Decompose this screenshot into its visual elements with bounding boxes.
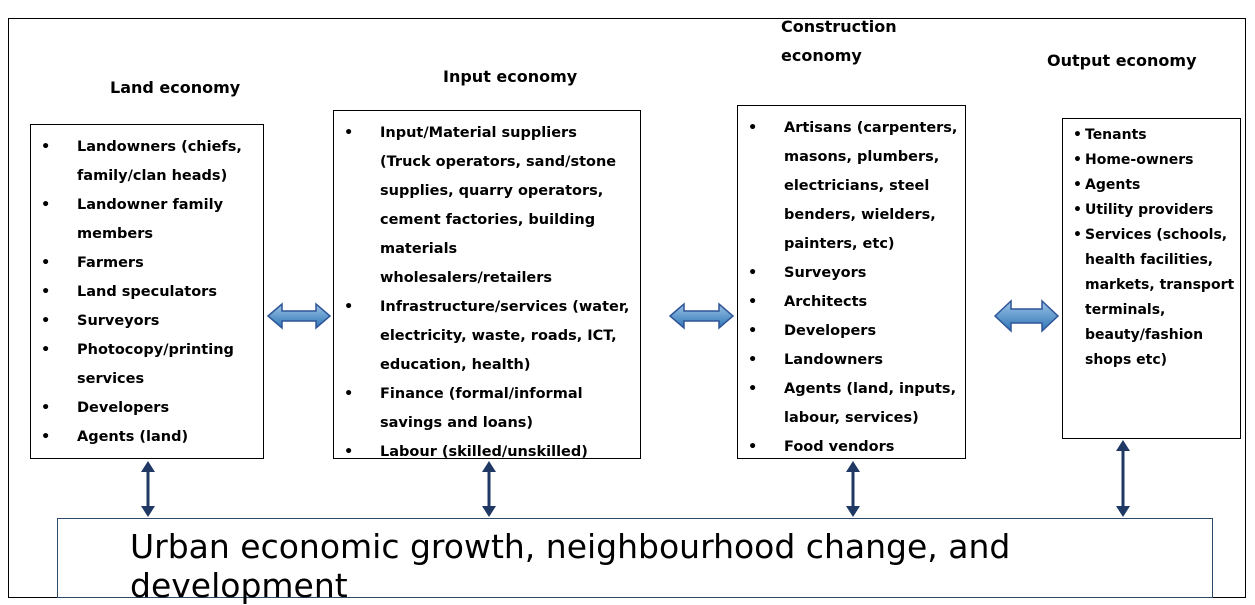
list-box: TenantsHome-ownersAgentsUtility provider… bbox=[1062, 118, 1241, 439]
list-item: Home-owners bbox=[1063, 148, 1240, 173]
list-item: Agents bbox=[1063, 173, 1240, 198]
list-box: Artisans (carpenters, masons, plumbers, … bbox=[737, 105, 966, 462]
list-item: Artisans (carpenters, masons, plumbers, … bbox=[738, 114, 965, 259]
list-item: Surveyors bbox=[738, 259, 965, 288]
column-heading: Land economy bbox=[110, 78, 241, 97]
list-item: Infrastructure/services (water, electric… bbox=[334, 293, 632, 380]
double-arrow bbox=[668, 302, 735, 330]
list-item: Labour (skilled/unskilled) bbox=[334, 438, 632, 467]
list-item: Land speculators bbox=[31, 278, 263, 307]
list-item: Landowners bbox=[738, 346, 965, 375]
list-item: Agents (land, inputs, labour, services) bbox=[738, 375, 965, 433]
footer-box: Urban economic growth, neighbourhood cha… bbox=[57, 518, 1213, 605]
list-item: Photocopy/printing services bbox=[31, 336, 263, 394]
list-item: Developers bbox=[738, 317, 965, 346]
column-heading: Construction economy bbox=[781, 17, 897, 65]
list-item: Architects bbox=[738, 288, 965, 317]
list-box: Landowners (chiefs, family/clan heads)La… bbox=[30, 124, 264, 459]
list-item: Agents (land) bbox=[31, 423, 263, 452]
list-box: Input/Material suppliers (Truck operator… bbox=[333, 110, 641, 467]
double-arrow bbox=[266, 302, 332, 330]
list-item: Developers bbox=[31, 394, 263, 423]
list-item: Landowner family members bbox=[31, 191, 263, 249]
double-arrow bbox=[993, 299, 1060, 333]
list-item: Finance (formal/informal savings and loa… bbox=[334, 380, 632, 438]
list-item: Landowners (chiefs, family/clan heads) bbox=[31, 133, 263, 191]
column-heading: Input economy bbox=[443, 67, 578, 86]
list-item: Tenants bbox=[1063, 123, 1240, 148]
list-item: Food vendors bbox=[738, 433, 965, 462]
list-item: Services (schools, health facilities, ma… bbox=[1063, 223, 1240, 373]
list-item: Utility providers bbox=[1063, 198, 1240, 223]
list-item: Farmers bbox=[31, 249, 263, 278]
arrows bbox=[141, 299, 1130, 517]
list-item: Input/Material suppliers (Truck operator… bbox=[334, 119, 632, 293]
list-item: Surveyors bbox=[31, 307, 263, 336]
column-heading: Output economy bbox=[1047, 51, 1197, 70]
page: Land economy Input economy Construction … bbox=[0, 0, 1255, 588]
